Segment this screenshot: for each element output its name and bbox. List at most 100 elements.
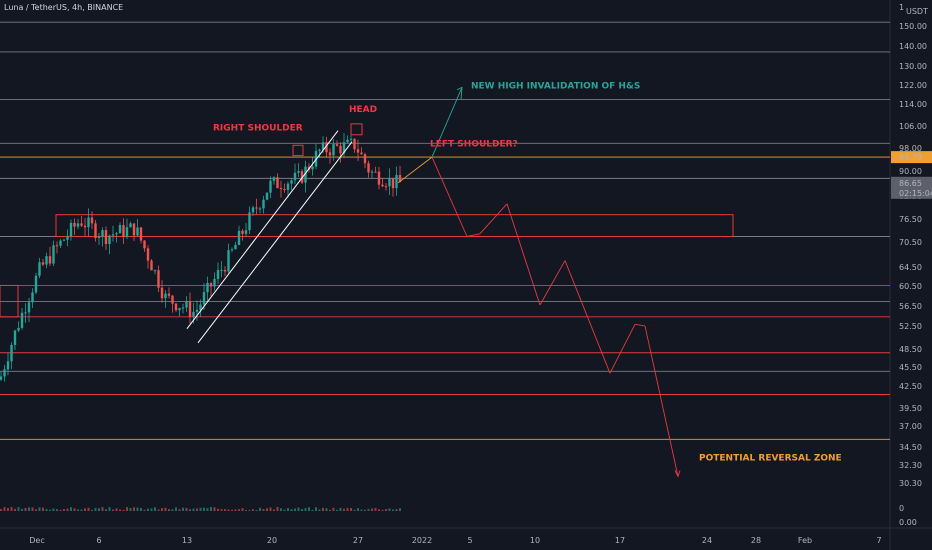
volume-bar bbox=[357, 508, 359, 511]
time-tick-label: Dec bbox=[29, 536, 44, 545]
volume-bar bbox=[87, 507, 90, 511]
current-price: 86.65 bbox=[899, 179, 922, 188]
candle-body bbox=[125, 227, 129, 237]
volume-bar bbox=[189, 509, 191, 511]
volume-bar bbox=[287, 508, 289, 511]
orange-level-marker bbox=[891, 151, 932, 164]
candle-body bbox=[59, 240, 62, 246]
candle-body bbox=[94, 223, 97, 239]
candle-body bbox=[318, 149, 321, 151]
volume-bar bbox=[73, 508, 76, 511]
candle-body bbox=[339, 145, 342, 154]
candle-body bbox=[101, 230, 104, 237]
candle-body bbox=[276, 177, 279, 189]
volume-bar bbox=[126, 507, 128, 511]
candle-body bbox=[262, 199, 265, 209]
candle-body bbox=[297, 171, 300, 173]
projection-segment-3 bbox=[479, 203, 508, 235]
candle-body bbox=[269, 180, 272, 193]
time-tick-label: 20 bbox=[267, 536, 277, 545]
candle-body bbox=[367, 163, 370, 173]
volume-bar bbox=[0, 509, 2, 511]
volume-bar bbox=[241, 508, 244, 511]
candle-body bbox=[167, 293, 171, 296]
volume-bar bbox=[77, 509, 79, 511]
candle-body bbox=[223, 269, 227, 272]
volume-bar bbox=[56, 509, 58, 511]
volume-bar bbox=[381, 509, 384, 511]
volume-bar bbox=[294, 508, 296, 511]
candle-body bbox=[230, 249, 234, 251]
volume-bar bbox=[364, 509, 366, 511]
candle-body bbox=[353, 138, 356, 150]
volume-bar bbox=[262, 508, 265, 511]
candle-body bbox=[321, 142, 325, 150]
volume-bar bbox=[388, 508, 391, 511]
candle-body bbox=[244, 230, 248, 234]
volume-bar bbox=[304, 508, 307, 511]
volume-bar bbox=[35, 509, 37, 511]
volume-bar bbox=[49, 509, 51, 511]
candle-body bbox=[248, 212, 251, 231]
right-shoulder-label: RIGHT SHOULDER bbox=[213, 124, 303, 134]
candle-body bbox=[146, 248, 150, 261]
candle-body bbox=[178, 308, 181, 311]
candle-body bbox=[192, 311, 195, 317]
volume-bar bbox=[224, 509, 226, 511]
volume-bar bbox=[119, 509, 121, 511]
candle-body bbox=[237, 230, 241, 245]
candle-body bbox=[115, 233, 118, 235]
candle-body bbox=[62, 239, 66, 241]
volume-bar bbox=[339, 507, 342, 511]
projection-segment-2 bbox=[466, 233, 481, 237]
volume-bar bbox=[371, 508, 373, 511]
candle-body bbox=[304, 166, 307, 183]
candle-body bbox=[27, 302, 31, 313]
price-tick-label: 140.00 bbox=[899, 42, 927, 51]
volume-group bbox=[0, 507, 401, 511]
orange-level-price: 94.79 bbox=[899, 153, 922, 162]
volume-bar bbox=[266, 508, 268, 511]
volume-bar bbox=[28, 507, 30, 511]
candle-body bbox=[31, 292, 34, 303]
candle-body bbox=[66, 236, 69, 240]
candle-body bbox=[111, 234, 115, 236]
time-tick-label: 2022 bbox=[412, 536, 432, 545]
channel-upper-line bbox=[186, 130, 339, 329]
projection-segment-8 bbox=[634, 323, 646, 327]
projection-arrowhead bbox=[674, 470, 681, 478]
candle-body bbox=[90, 217, 94, 224]
time-tick-label: 17 bbox=[615, 536, 625, 545]
price-tick-label: 106.00 bbox=[899, 122, 927, 131]
candle-body bbox=[286, 183, 290, 190]
candle-body bbox=[279, 188, 283, 190]
symbol-title: Luna / TetherUS, 4h, BINANCE bbox=[4, 3, 124, 12]
volume-bar bbox=[168, 509, 170, 511]
projection-segment-4 bbox=[506, 203, 541, 306]
candle-body bbox=[174, 303, 178, 311]
volume-bar bbox=[31, 507, 34, 511]
volume-bar bbox=[360, 509, 363, 511]
volume-bar bbox=[196, 508, 198, 511]
price-tick-label: 130.00 bbox=[899, 62, 927, 71]
candle-body bbox=[311, 166, 314, 170]
candle-body bbox=[363, 154, 367, 164]
volume-bar bbox=[343, 508, 345, 511]
candle-body bbox=[360, 152, 363, 155]
price-tick-label: 56.50 bbox=[899, 302, 922, 311]
candle-body bbox=[381, 184, 384, 187]
candle-countdown: 02:15:04 bbox=[899, 189, 932, 198]
volume-bar bbox=[122, 509, 125, 511]
new-high-arrowhead bbox=[456, 86, 463, 100]
candle-body bbox=[34, 275, 38, 293]
volume-bar bbox=[322, 507, 324, 511]
volume-bar bbox=[199, 507, 202, 511]
candle-body bbox=[3, 369, 6, 377]
volume-bar bbox=[192, 508, 195, 511]
candle-body bbox=[349, 138, 353, 140]
candle-body bbox=[255, 207, 258, 209]
candle-body bbox=[52, 245, 55, 264]
candle-body bbox=[171, 295, 174, 304]
candle-body bbox=[20, 312, 24, 328]
